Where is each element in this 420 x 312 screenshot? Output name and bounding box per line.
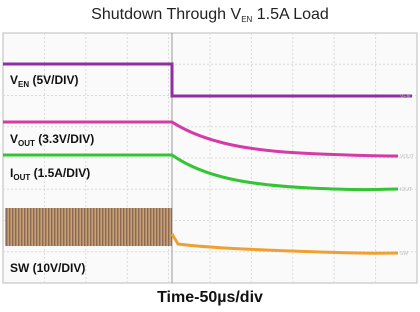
sw-label: SW (10V/DIV) [10, 261, 85, 275]
scope-figure: Shutdown Through VEN 1.5A Load VEN (5V/D… [0, 0, 420, 312]
title: Shutdown Through VEN 1.5A Load [91, 6, 329, 24]
sw-tag: SW [400, 251, 408, 257]
time-scale: Time-50µs/div [157, 289, 263, 306]
ven-tag: VEN [400, 94, 411, 100]
sw-switching [5, 208, 172, 246]
iout-tag: IOUT [400, 187, 412, 193]
vout-tag: VOUT [400, 154, 414, 160]
